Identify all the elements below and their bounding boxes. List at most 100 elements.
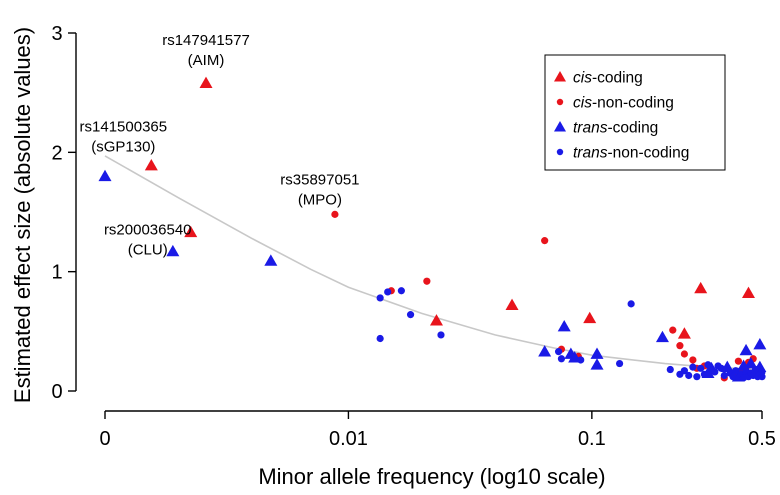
cis-coding-point — [677, 327, 691, 339]
cis-coding-point — [184, 225, 198, 238]
cis-coding-point — [429, 314, 443, 326]
annotation: rs200036540 (CLU) — [104, 221, 192, 258]
cis-non-coding-point — [680, 350, 689, 358]
trans-non-coding-point — [437, 331, 445, 339]
trans-non-coding-point — [693, 373, 701, 381]
trans-coding-point — [166, 244, 180, 257]
annotation: rs141500365 (sGP130) — [80, 118, 168, 155]
trans-non-coding-point — [751, 365, 760, 374]
y-tick-label: 2 — [51, 142, 62, 164]
trans-coding-point — [737, 359, 751, 371]
trans-non-coding-point — [554, 348, 563, 356]
trans-non-coding-point — [376, 294, 384, 302]
trans-non-coding-point — [406, 311, 415, 319]
legend-label: cis-non-coding — [573, 95, 674, 112]
legend-box — [544, 54, 726, 171]
legend-marker — [556, 98, 564, 106]
legend-marker — [554, 71, 566, 82]
trans-non-coding-point — [627, 300, 635, 308]
cis-coding-point — [694, 281, 708, 294]
cis-non-coding-point — [541, 237, 549, 245]
legend-item-cis-coding: cis-coding — [554, 70, 643, 87]
annotation: rs35897051 (MPO) — [280, 171, 359, 208]
trans-coding-point — [655, 330, 669, 343]
trans-coding-point — [590, 358, 604, 370]
trans-coding-point — [753, 337, 767, 350]
legend-marker — [554, 121, 566, 132]
legend-item-cis-non-coding: cis-non-coding — [556, 95, 674, 112]
x-tick-label: 0.01 — [329, 428, 368, 450]
trans-non-coding-point — [704, 361, 712, 369]
trans-coding-point — [264, 254, 278, 266]
series-trans-coding — [98, 169, 767, 382]
annotation-gene: (sGP130) — [91, 138, 155, 155]
annotation-snp: rs147941577 — [162, 32, 250, 49]
trans-coding-point — [557, 320, 571, 332]
annotation-snp: rs35897051 — [280, 171, 359, 188]
legend-label: cis-coding — [573, 70, 643, 87]
trans-coding-point — [98, 169, 112, 182]
trans-non-coding-point — [758, 373, 766, 381]
annotation-gene: (CLU) — [128, 241, 168, 258]
annotation: rs147941577 (AIM) — [162, 32, 250, 69]
legend-marker — [556, 148, 564, 156]
trans-non-coding-point — [615, 359, 624, 368]
trans-non-coding-point — [676, 370, 684, 378]
cis-coding-point — [144, 158, 158, 171]
annotation-gene: (MPO) — [298, 191, 342, 208]
trans-non-coding-point — [685, 371, 693, 380]
x-axis-title: Minor allele frequency (log10 scale) — [258, 464, 605, 489]
annotation-gene: (AIM) — [188, 52, 225, 69]
legend: cis-coding cis-non-coding trans-coding tran… — [544, 54, 726, 171]
annotation-snp: rs200036540 — [104, 221, 192, 238]
trans-non-coding-point — [720, 371, 728, 380]
annotations: rs147941577 (AIM) rs141500365 (sGP130) rs358… — [80, 32, 360, 258]
cis-non-coding-point — [423, 277, 431, 285]
data-points — [98, 76, 767, 382]
cis-non-coding-point — [734, 357, 743, 365]
annotation-snp: rs141500365 — [80, 118, 168, 135]
trans-non-coding-point — [714, 362, 722, 370]
trans-non-coding-point — [666, 365, 674, 374]
legend-label: trans-coding — [573, 120, 658, 137]
cis-non-coding-point — [669, 326, 677, 334]
cis-non-coding-point — [689, 356, 697, 364]
trans-non-coding-point — [557, 355, 566, 363]
trans-non-coding-point — [577, 356, 585, 364]
trans-non-coding-point — [697, 364, 705, 372]
legend-item-trans-coding: trans-coding — [554, 120, 658, 137]
trans-non-coding-point — [397, 287, 405, 295]
trend-curve — [104, 155, 763, 371]
cis-coding-point — [583, 311, 597, 324]
series-trans-non-coding — [376, 287, 766, 382]
y-axis-title: Estimated effect size (absolute values) — [10, 27, 35, 403]
y-tick-label: 0 — [51, 381, 62, 403]
trans-coding-point — [538, 345, 552, 357]
x-tick-label: 0 — [99, 428, 110, 450]
trans-coding-point — [744, 357, 758, 369]
trans-coding-point — [739, 343, 753, 356]
series-cis-coding — [144, 76, 755, 339]
trans-non-coding-point — [384, 288, 392, 296]
cis-non-coding-point — [676, 342, 684, 350]
trans-non-coding-point — [376, 334, 384, 343]
trans-non-coding-point — [711, 368, 719, 376]
trend-line — [104, 155, 763, 371]
trans-non-coding-point — [732, 367, 740, 375]
cis-coding-point — [741, 286, 755, 299]
trans-non-coding-point — [689, 363, 697, 371]
cis-coding-point — [199, 76, 213, 88]
y-tick-label: 1 — [51, 262, 62, 284]
x-tick-label: 0.1 — [578, 428, 606, 450]
x-tick-label: 0.5 — [748, 428, 776, 450]
axes: 0 1 2 3 0 0.01 0.1 0.5 — [51, 23, 775, 450]
cis-non-coding-point — [331, 210, 339, 218]
y-tick-label: 3 — [51, 23, 62, 45]
trans-coding-point — [590, 347, 604, 359]
legend-item-trans-non-coding: trans-non-coding — [556, 145, 689, 162]
legend-label: trans-non-coding — [573, 145, 689, 162]
cis-coding-point — [505, 298, 519, 310]
trans-non-coding-point — [700, 370, 709, 378]
trans-non-coding-point — [729, 373, 737, 381]
